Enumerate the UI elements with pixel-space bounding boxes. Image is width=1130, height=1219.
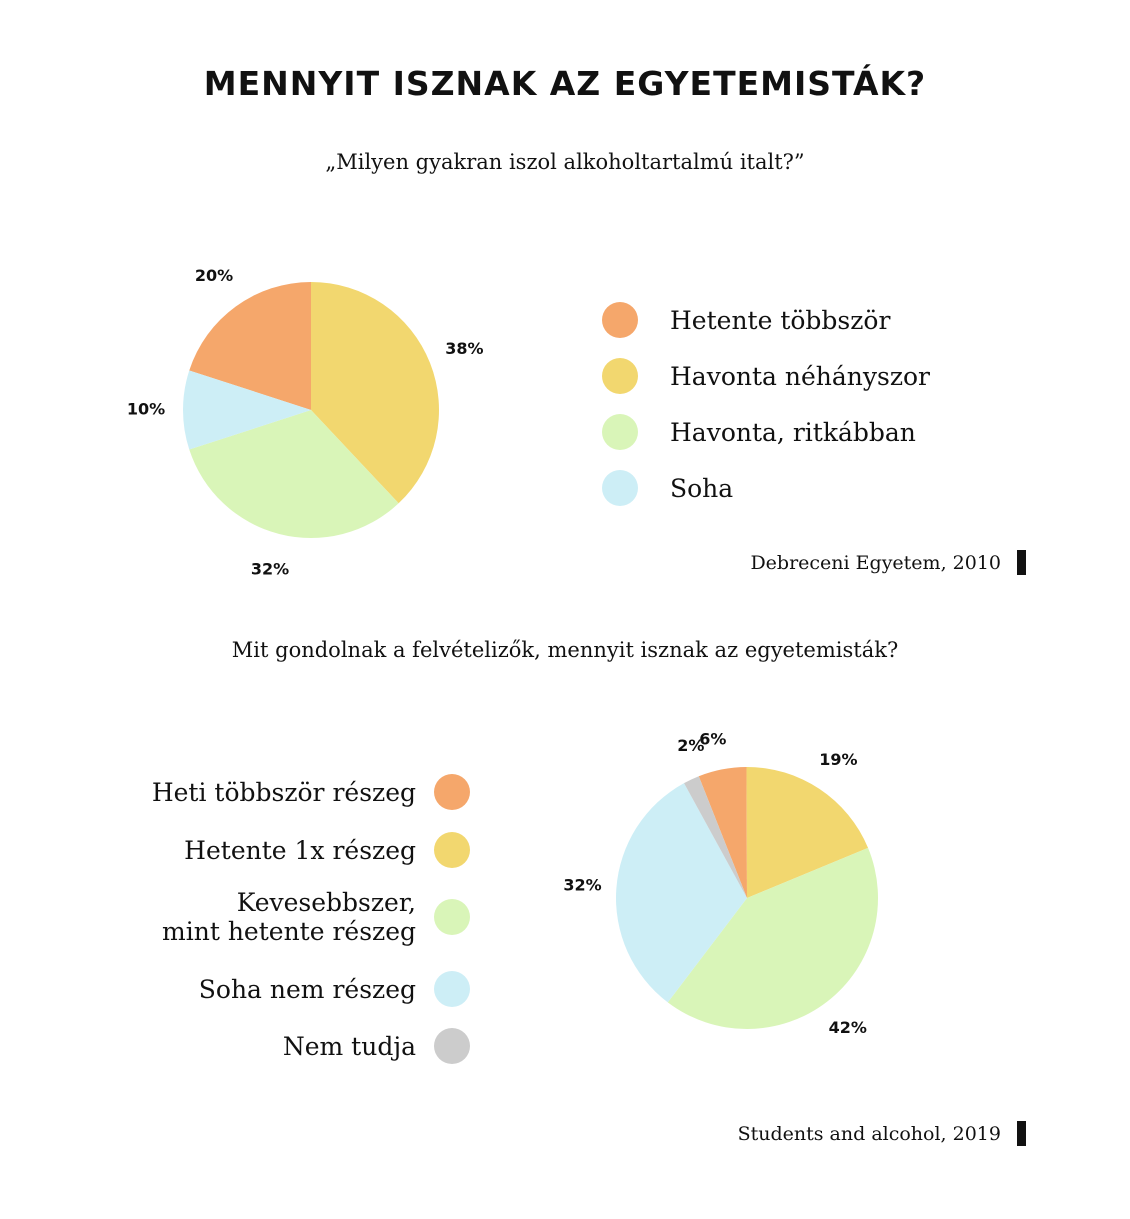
legend-item: Kevesebbszer, mint hetente részeg (0, 888, 470, 946)
slice-value-label: 10% (127, 400, 165, 419)
legend-label: Soha nem részeg (198, 974, 416, 1004)
legend-label: Hetente többször (670, 305, 891, 335)
pie-slice (616, 783, 747, 1003)
pie-chart-1: 20% 38% 32% 10% (127, 266, 484, 578)
legend-label: Heti többször részeg (151, 777, 416, 807)
legend-swatch (602, 302, 638, 338)
slice-value-label: 6% (699, 730, 726, 749)
legend-item: Soha nem részeg (0, 971, 470, 1007)
legend-swatch (602, 358, 638, 394)
pie-slice (189, 282, 311, 410)
legend-swatch (602, 470, 638, 506)
legend-label: Havonta, ritkábban (670, 417, 916, 447)
slice-value-label: 38% (445, 339, 483, 358)
page-title: MENNYIT ISZNAK AZ EGYETEMISTÁK? (203, 64, 927, 103)
legend-item: Hetente többször (602, 302, 890, 338)
pie-chart-2: 6% 19% 42% 32% 2% (563, 730, 879, 1037)
pie-slice (684, 776, 747, 898)
legend-swatch (434, 774, 470, 810)
legend-swatch (434, 832, 470, 868)
slice-value-label: 2% (677, 736, 704, 755)
legend-label-line: Kevesebbszer, (236, 888, 416, 917)
legend-item: Heti többször részeg (0, 774, 470, 810)
source-text: Students and alcohol, 2019 (737, 1122, 1001, 1145)
source-chart-2: Students and alcohol, 2019 (738, 1121, 1026, 1146)
slice-value-label: 19% (819, 750, 857, 769)
legend-label: Soha (670, 473, 734, 503)
legend-label-line: mint hetente részeg (162, 917, 416, 946)
source-text: Debreceni Egyetem, 2010 (750, 551, 1001, 574)
legend-swatch (602, 414, 638, 450)
pie-slice (182, 370, 311, 450)
legend-item: Soha (602, 470, 733, 506)
slice-value-label: 32% (563, 875, 601, 894)
chart1-question: „Milyen gyakran iszol alkoholtartalmú it… (325, 150, 805, 174)
legend-swatch (434, 1028, 470, 1064)
pie-slice (189, 410, 399, 539)
pie-slice (698, 767, 747, 898)
chart2-question: Mit gondolnak a felvételizők, mennyit is… (231, 638, 899, 662)
legend-item: Havonta, ritkábban (602, 414, 916, 450)
source-marker (1017, 1121, 1026, 1146)
slice-value-label: 20% (195, 266, 233, 285)
slice-value-label: 32% (251, 559, 289, 578)
source-marker (1017, 550, 1026, 575)
legend-swatch (434, 971, 470, 1007)
slice-value-label: 42% (829, 1018, 867, 1037)
legend-label: Kevesebbszer, mint hetente részeg (162, 888, 416, 946)
legend-label: Havonta néhányszor (670, 361, 931, 391)
legend-swatch (434, 899, 470, 935)
legend-item: Nem tudja (0, 1028, 470, 1064)
legend-label: Nem tudja (282, 1031, 416, 1061)
pie-slice (311, 282, 440, 504)
pie-slice (667, 847, 879, 1029)
legend-label: Hetente 1x részeg (184, 835, 416, 865)
legend-item: Havonta néhányszor (602, 358, 930, 394)
source-chart-1: Debreceni Egyetem, 2010 (750, 550, 1026, 575)
legend-item: Hetente 1x részeg (0, 832, 470, 868)
pie-slice (746, 766, 869, 898)
